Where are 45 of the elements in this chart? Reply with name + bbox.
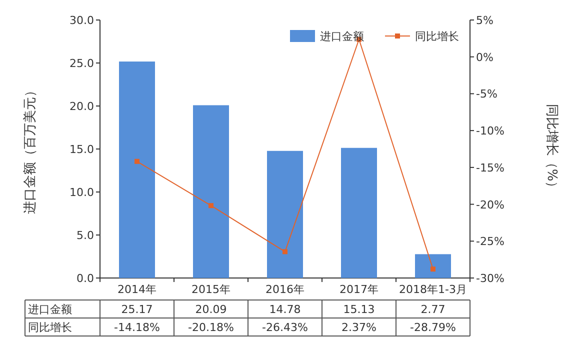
bar <box>119 62 155 278</box>
y-tick-label: 20.0 <box>70 100 94 113</box>
data-label: -20.18% <box>188 321 234 334</box>
data-label: -28.79% <box>410 321 456 334</box>
point <box>282 249 288 254</box>
y-tick-label: 30.0 <box>70 14 94 27</box>
x-tick-label: 2016年 <box>266 283 304 296</box>
bar <box>341 148 377 278</box>
y2-tick-label: -20% <box>476 198 504 212</box>
y-tick-label: 15.0 <box>70 143 94 156</box>
data-label: 25.17 <box>121 303 153 316</box>
text: 同比增长 <box>28 321 72 334</box>
y-tick-label: 10.0 <box>70 186 94 199</box>
y2-axis-title: 同比增长（%） <box>544 104 559 194</box>
y2-tick-label: -10% <box>476 124 504 138</box>
y-tick-label: 0.0 <box>76 272 94 285</box>
y2-tick-label: 0% <box>476 50 494 64</box>
legend-label: 同比增长 <box>415 30 459 43</box>
bar <box>267 150 303 278</box>
y2-tick-label: -15% <box>476 161 504 174</box>
y2-tick-label: -30% <box>476 272 504 285</box>
data-label: 2.37% <box>342 321 376 334</box>
bar <box>415 254 451 278</box>
y-tick-label: 25.0 <box>70 57 94 70</box>
bar <box>193 105 229 278</box>
data-label: -14.18% <box>114 321 160 334</box>
y2-tick-label: -5% <box>476 88 498 101</box>
point <box>134 158 140 164</box>
legend-label: 进口金额 <box>320 30 364 43</box>
data-label: 20.09 <box>195 303 227 316</box>
x-tick-label: 2018年1-3月 <box>399 283 467 296</box>
x-tick-label: 2015年 <box>192 283 230 296</box>
y-tick-label: 5.0 <box>76 229 94 242</box>
data-label: 2.77 <box>420 303 446 316</box>
y-axis-title: 进口金额（百万美元） <box>22 84 38 214</box>
x-tick-label: 2017年 <box>340 283 378 296</box>
x-tick-label: 2014年 <box>118 283 156 296</box>
y2-tick-label: -25% <box>476 235 504 248</box>
data-label: 14.78 <box>269 303 301 316</box>
data-label: 15.13 <box>343 303 375 316</box>
data-label: -26.43% <box>262 321 308 334</box>
y2-tick-label: 5% <box>476 14 494 27</box>
point <box>208 203 214 208</box>
point <box>430 266 436 272</box>
text: 进口金额 <box>28 303 72 316</box>
